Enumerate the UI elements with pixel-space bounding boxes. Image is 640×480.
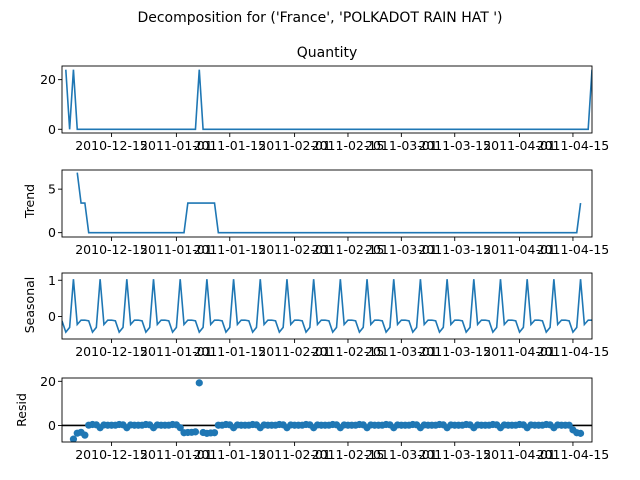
x-tick-label: 2011-02-15 <box>312 242 385 257</box>
axes-frame <box>61 377 593 443</box>
x-tick-label: 2011-02-01 <box>258 447 331 462</box>
x-tick-label: 2011-03-15 <box>418 344 491 359</box>
axes-frame <box>61 65 593 134</box>
x-tick-label: 2011-04-15 <box>537 344 610 359</box>
series-line <box>65 69 592 131</box>
y-tick-label: 0 <box>48 225 56 240</box>
panel-title-quantity: Quantity <box>297 45 358 61</box>
axes-frame <box>61 169 593 238</box>
x-tick-label: 2011-01-01 <box>140 242 213 257</box>
x-tick-label: 2011-04-15 <box>537 242 610 257</box>
x-tick-label: 2011-02-15 <box>312 344 385 359</box>
x-tick-label: 2011-04-01 <box>483 344 556 359</box>
panel-resid: Resid 0202010-12-152011-01-012011-01-152… <box>14 374 609 462</box>
x-tick-label: 2011-03-01 <box>365 242 438 257</box>
plot-area <box>62 279 592 334</box>
x-tick-label: 2011-04-01 <box>483 447 556 462</box>
x-tick-label: 2011-04-01 <box>483 138 556 153</box>
x-tick-label: 2011-01-15 <box>193 242 266 257</box>
x-tick-label: 2011-04-01 <box>483 242 556 257</box>
ylabel-trend: Trend <box>22 184 37 219</box>
x-tick-label: 2011-02-01 <box>258 242 331 257</box>
y-tick-label: 0 <box>48 309 56 324</box>
series-line <box>62 279 592 334</box>
ylabel-resid: Resid <box>14 393 29 427</box>
x-tick-label: 2011-03-15 <box>418 138 491 153</box>
series-line <box>76 172 582 234</box>
resid-point <box>576 429 585 437</box>
ylabel-seasonal: Seasonal <box>22 277 37 334</box>
y-tick-label: 5 <box>48 182 56 197</box>
x-tick-label: 2011-02-15 <box>312 447 385 462</box>
x-tick-label: 2011-03-01 <box>365 447 438 462</box>
resid-point <box>81 431 89 439</box>
plot-area <box>76 172 582 234</box>
x-tick-label: 2011-02-01 <box>258 344 331 359</box>
x-tick-label: 2011-01-15 <box>193 138 266 153</box>
resid-point <box>69 435 78 442</box>
y-tick-label: 20 <box>40 374 56 389</box>
x-tick-label: 2011-01-01 <box>140 138 213 153</box>
figure-suptitle: Decomposition for ('France', 'POLKADOT R… <box>137 10 502 26</box>
x-tick-label: 2011-03-15 <box>418 447 491 462</box>
y-tick-label: 0 <box>48 122 56 137</box>
x-tick-label: 2011-04-15 <box>537 138 610 153</box>
x-tick-label: 2010-12-15 <box>75 447 148 462</box>
x-tick-label: 2011-01-01 <box>140 447 213 462</box>
panel-seasonal: Seasonal 0 1 2010-12-152011-01-012011-01-1… <box>22 272 610 359</box>
x-tick-label: 2011-01-15 <box>193 447 266 462</box>
x-tick-label: 2011-02-15 <box>312 138 385 153</box>
x-tick-label: 2011-03-01 <box>365 138 438 153</box>
resid-point <box>210 429 219 437</box>
x-tick-label: 2011-04-15 <box>537 447 610 462</box>
y-tick-label: 20 <box>40 72 56 87</box>
axes-frame <box>61 272 593 340</box>
y-tick-label: 1 <box>48 273 56 288</box>
panel-trend: Trend 052010-12-152011-01-012011-01-1520… <box>22 169 610 257</box>
panel-quantity: Quantity 0 20 2010-12-152011-01-012011-01-… <box>40 45 609 153</box>
x-tick-label: 2011-03-01 <box>365 344 438 359</box>
plot-area <box>62 379 592 442</box>
plot-area <box>65 69 592 131</box>
y-tick-label: 0 <box>48 418 56 433</box>
resid-point <box>191 428 200 436</box>
resid-point <box>176 424 184 432</box>
x-tick-label: 2010-12-15 <box>75 138 148 153</box>
x-tick-label: 2010-12-15 <box>75 242 148 257</box>
x-tick-label: 2011-02-01 <box>258 138 331 153</box>
x-tick-label: 2011-01-15 <box>193 344 266 359</box>
x-tick-label: 2011-03-15 <box>418 242 491 257</box>
resid-point <box>195 379 203 387</box>
x-tick-label: 2010-12-15 <box>75 344 148 359</box>
x-tick-label: 2011-01-01 <box>140 344 213 359</box>
